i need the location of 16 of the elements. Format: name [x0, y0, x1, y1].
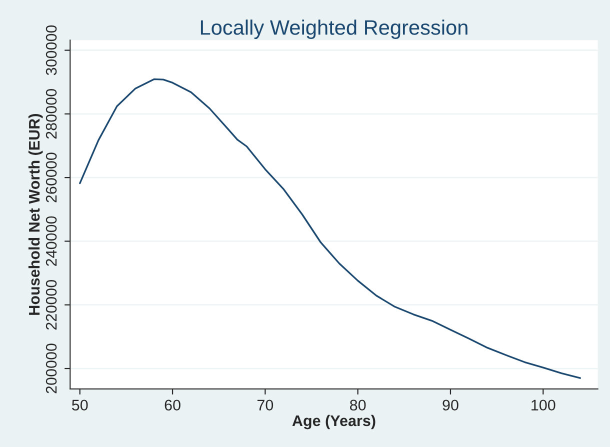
y-axis-title: Household Net Worth (EUR) [28, 114, 43, 315]
line-series [79, 78, 582, 379]
y-tick-label: 200000 [46, 344, 57, 394]
x-tick-label: 70 [257, 400, 274, 411]
x-tick-label: 80 [350, 400, 366, 411]
x-tick-label: 90 [442, 400, 458, 411]
y-tick-label: 220000 [46, 280, 57, 330]
y-tick-label: 280000 [46, 89, 57, 139]
y-tick-label: 240000 [46, 216, 57, 266]
y-tick-label: 300000 [46, 25, 57, 76]
x-axis-title: Age (Years) [292, 414, 376, 430]
x-tick-label: 50 [72, 400, 88, 411]
x-tick-label: 60 [164, 400, 180, 411]
x-tick-label: 100 [532, 400, 556, 411]
chart-title: Locally Weighted Regression [200, 20, 468, 39]
y-tick-label: 260000 [46, 152, 57, 202]
